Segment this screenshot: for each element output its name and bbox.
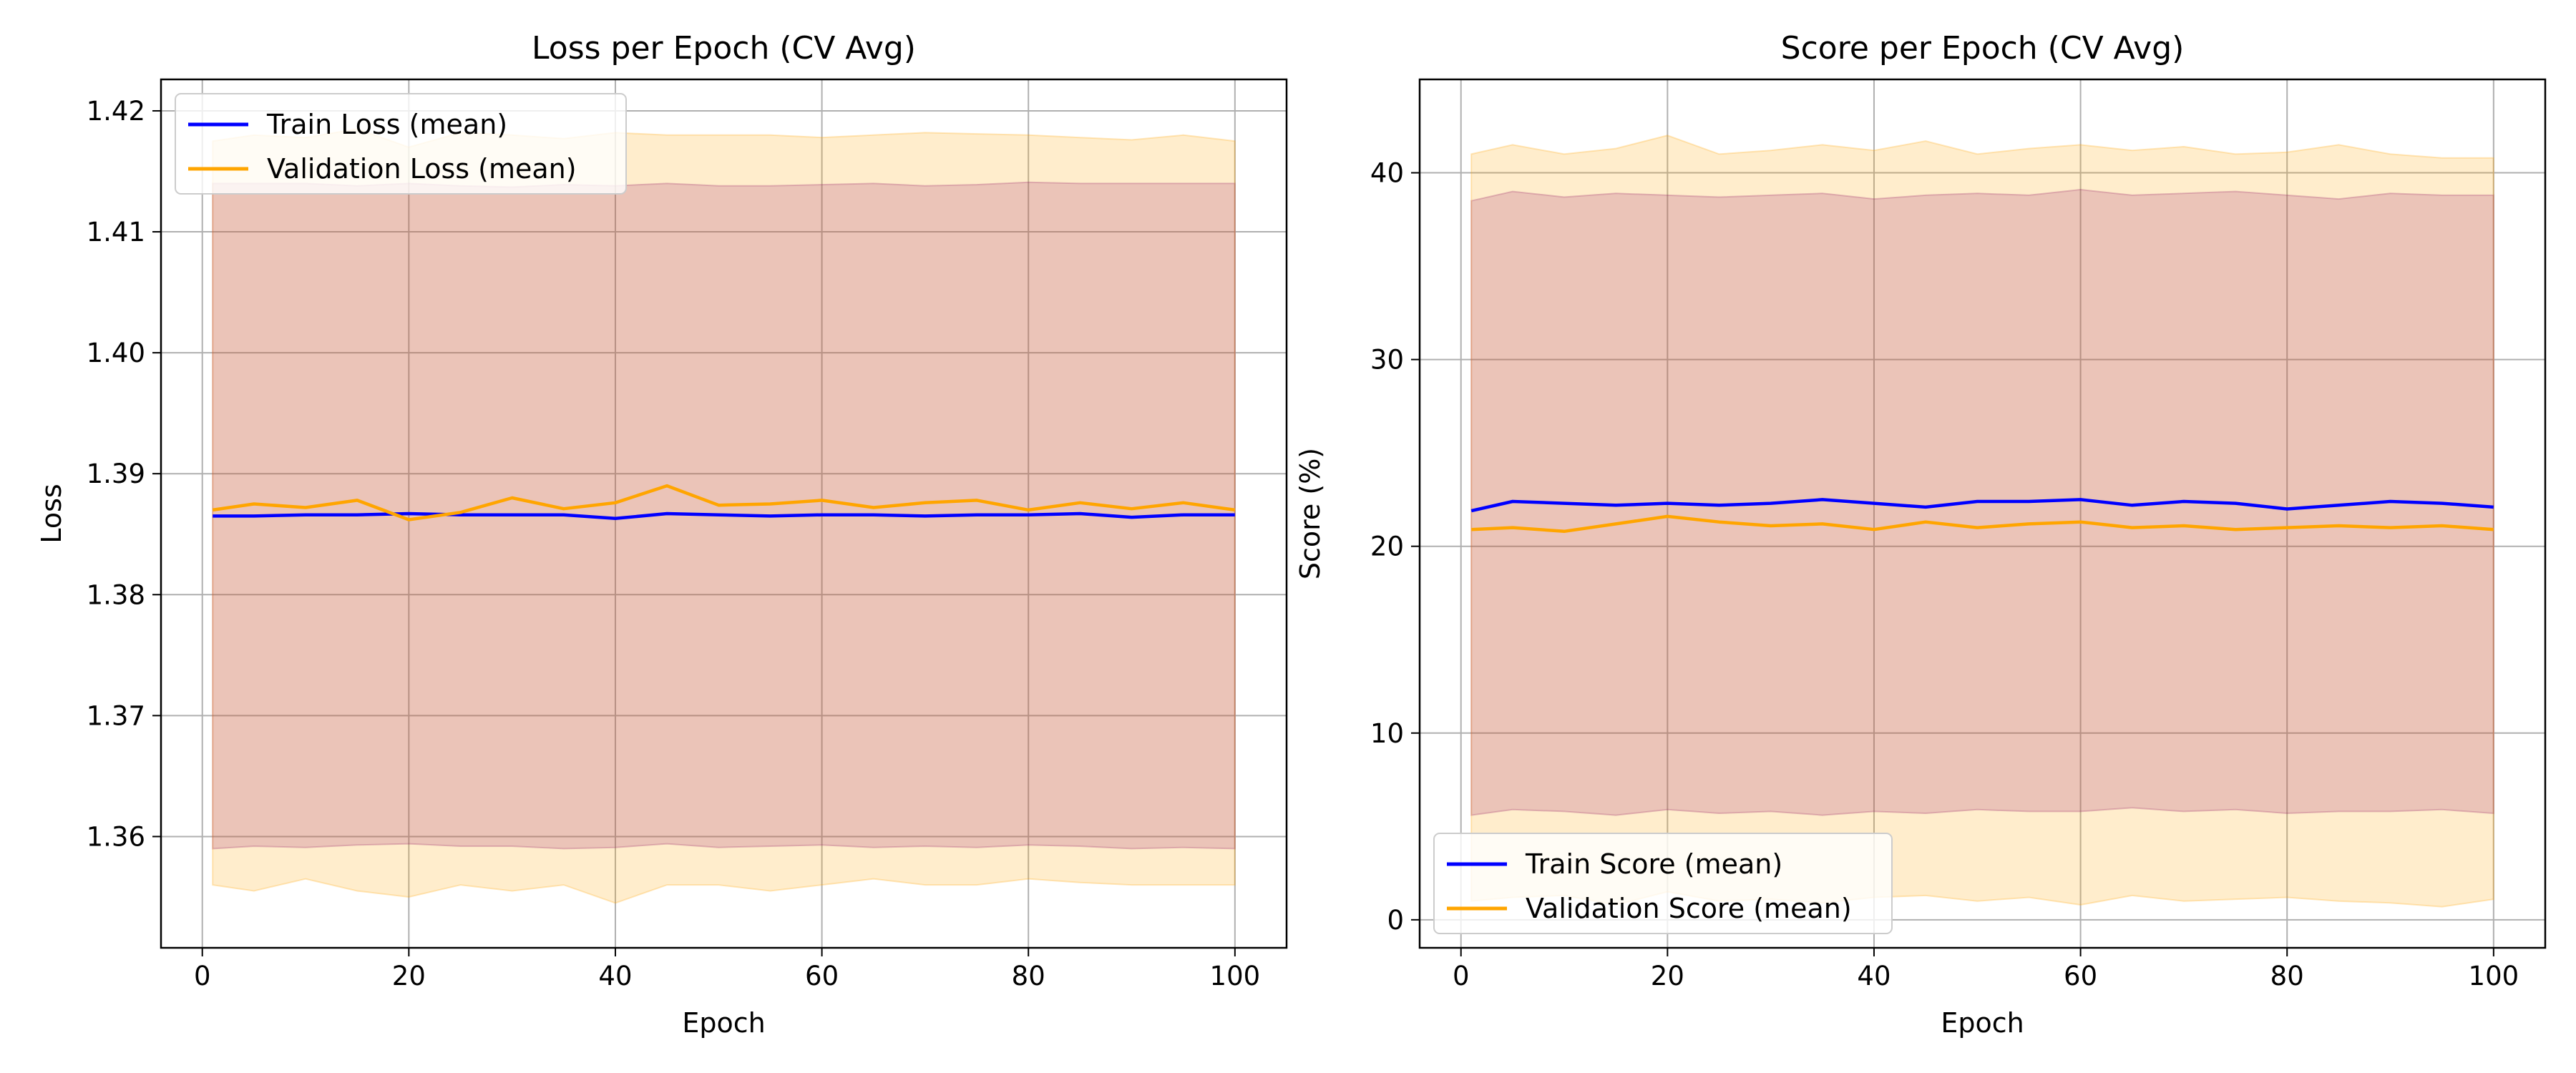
score-grid [1420,79,2545,948]
legend-label-validation-score: Validation Score (mean) [1526,893,1852,924]
loss-lines [212,484,1236,521]
y-tick-label: 1.41 [87,217,145,248]
y-tick-label: 0 [1387,905,1404,936]
y-tick-label: 1.36 [87,821,145,852]
y-tick-label: 1.42 [87,96,145,127]
y-tick-label: 1.39 [87,459,145,489]
legend-label-train-loss: Train Loss (mean) [266,109,507,140]
x-tick-label: 0 [1453,961,1470,991]
loss-plot-frame [160,78,1288,949]
score-legend: Train Score (mean) Validation Score (mea… [1433,833,1893,934]
score-y-axis-label: Score (%) [1294,448,1326,579]
y-tick-label: 40 [1370,158,1404,189]
x-tick-label: 60 [805,961,839,991]
x-tick-label: 0 [194,961,211,991]
x-tick-label: 40 [598,961,632,991]
series-line-train-score-mean [1470,498,2494,513]
loss-chart-title: Loss per Epoch (CV Avg) [532,30,916,67]
x-tick-label: 100 [1210,961,1261,991]
score-chart: 0 20 40 60 80 100 0 10 20 30 40 Score per Epoch (C… [1294,30,2547,1039]
score-lines [1470,498,2494,534]
series-line-validation-score-mean [1471,514,2494,534]
x-tick-label: 40 [1857,961,1890,991]
y-tick-label: 1.37 [87,700,145,731]
series-line-train-loss-mean [213,511,1235,521]
loss-chart: 0 20 40 60 80 100 1.36 1.37 1.38 1.39 1.40 1.41 1.42… [36,30,1288,1039]
x-tick-label: 20 [1651,961,1684,991]
x-tick-label: 80 [2270,961,2304,991]
legend-label-train-score: Train Score (mean) [1525,848,1782,880]
y-tick-label: 20 [1370,531,1404,562]
y-tick-label: 30 [1370,345,1404,376]
x-tick-label: 100 [2469,961,2519,991]
x-tick-label: 60 [2064,961,2097,991]
loss-legend-box [175,93,627,195]
legend-label-validation-loss: Validation Loss (mean) [267,153,577,185]
x-tick-label: 80 [1012,961,1045,991]
score-ticks: 0 20 40 60 80 100 0 10 20 30 40 [1370,158,2519,991]
score-plot-frame [1418,78,2547,949]
loss-y-axis-label: Loss [36,484,67,543]
score-chart-title: Score per Epoch (CV Avg) [1781,30,2185,67]
series-line-validation-loss-mean [212,484,1236,521]
x-tick-label: 20 [392,961,426,991]
y-tick-label: 1.38 [87,579,145,610]
score-x-axis-label: Epoch [1941,1007,2024,1039]
loss-legend: Train Loss (mean) Validation Loss (mean) [175,93,627,195]
y-tick-label: 1.40 [87,338,145,368]
loss-x-axis-label: Epoch [682,1007,765,1039]
y-tick-label: 10 [1370,718,1404,749]
score-legend-box [1433,833,1893,934]
loss-ticks: 0 20 40 60 80 100 1.36 1.37 1.38 1.39 1.40 1.41 1.42 [87,96,1261,991]
